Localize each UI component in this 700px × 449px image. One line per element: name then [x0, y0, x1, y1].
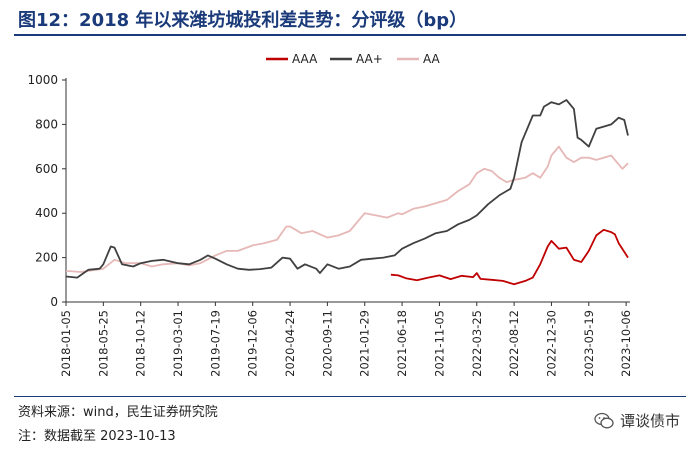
x-tick-label: 2019-03-01	[171, 310, 185, 377]
y-tick-label: 200	[35, 251, 58, 265]
x-tick-label: 2022-12-30	[544, 310, 558, 377]
watermark-text: 谭谈债市	[619, 412, 680, 430]
page-title: 图12：2018 年以来潍坊城投利差走势：分评级（bp）	[18, 10, 468, 31]
y-tick-label: 800	[35, 117, 58, 131]
x-tick-label: 2021-06-18	[395, 310, 409, 377]
wechat-icon	[594, 412, 614, 428]
x-tick-label: 2021-11-05	[432, 310, 446, 377]
y-tick-label: 0	[50, 295, 58, 309]
y-tick-label: 600	[35, 162, 58, 176]
title-divider	[14, 34, 686, 36]
x-tick-label: 2020-04-24	[283, 310, 297, 377]
x-tick-label: 2021-01-29	[358, 310, 372, 377]
series-line-aaa	[390, 228, 629, 286]
x-axis: 2018-01-05 2018-05-25 2018-10-12 2019-03-01…	[59, 301, 633, 377]
x-tick-label: 2018-01-05	[59, 310, 73, 377]
series-line-aa	[65, 145, 629, 273]
y-tick-label: 1000	[27, 73, 58, 87]
legend-label: AA	[423, 52, 441, 66]
footer-divider	[14, 396, 686, 397]
watermark: 谭谈债市	[594, 410, 680, 431]
x-tick-label: 2020-09-11	[320, 310, 334, 377]
x-tick-label: 2023-10-06	[619, 310, 633, 377]
x-tick-label: 2022-03-25	[470, 310, 484, 377]
source-note: 资料来源：wind，民生证券研究院	[18, 405, 218, 420]
y-axis: 0 200 400 600 800 1000	[27, 73, 67, 309]
x-tick-label: 2019-07-19	[208, 310, 222, 377]
x-tick-label: 2018-05-25	[96, 310, 110, 377]
legend-label: AA+	[356, 52, 383, 66]
series-line-aaplus	[65, 99, 629, 279]
series-lines	[65, 99, 629, 286]
date-note: 注：数据截至 2023-10-13	[18, 429, 176, 444]
y-tick-label: 400	[35, 206, 58, 220]
x-tick-label: 2022-08-12	[507, 310, 521, 377]
x-tick-label: 2018-10-12	[134, 310, 148, 377]
legend-label: AAA	[292, 52, 318, 66]
x-tick-label: 2019-12-06	[246, 310, 260, 377]
chart-legend: AAA AA+ AA	[266, 52, 441, 66]
x-tick-label: 2023-05-19	[582, 310, 596, 377]
